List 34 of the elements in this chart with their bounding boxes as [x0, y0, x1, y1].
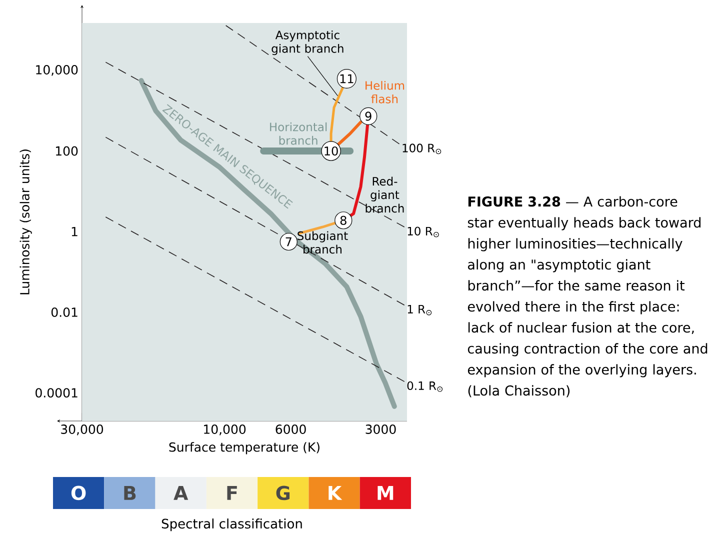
series-label: Horizontal branch: [270, 122, 327, 145]
annotation: 10: [324, 146, 338, 156]
y-tick-label: 0.0001: [36, 388, 78, 398]
category-label: B: [124, 486, 136, 500]
y-tick-label: 1: [72, 227, 78, 236]
x-tick-label: 6000: [276, 424, 306, 434]
legend-label: Subgiant branch: [298, 231, 348, 254]
text: Spectral classification: [162, 518, 302, 532]
x-tick-label: 30,000: [61, 424, 104, 436]
x-axis-title: Surface temperature (K): [169, 442, 320, 454]
category-label: K: [328, 486, 342, 500]
category-label: G: [276, 486, 290, 500]
y-tick-label: 100: [56, 146, 78, 156]
series-label: Asymptotic giant branch: [272, 30, 344, 56]
annotation: 8: [340, 216, 346, 225]
category-label: F: [227, 486, 237, 500]
annotation: 7: [286, 237, 292, 246]
series-label: 0.1 R$_{⊙}$: [407, 381, 443, 392]
y-tick-label: 10,000: [36, 65, 78, 76]
series-label: Helium flash: [366, 80, 404, 104]
y-axis-title: Luminosity (solar units): [20, 150, 32, 294]
series-label: 100 R$_{⊙}$: [402, 144, 442, 154]
category-label: A: [174, 486, 188, 500]
annotation: 9: [365, 112, 372, 121]
category-label: O: [71, 486, 86, 500]
annotation: 11: [340, 74, 354, 84]
series-label: Red-giant branch: [366, 176, 404, 213]
x-tick-label: 10,000: [204, 424, 246, 436]
x-tick-label: 3000: [366, 424, 396, 434]
series-label: 1 R$_{⊙}$: [408, 304, 432, 316]
series-label: 10 R$_{⊙}$: [408, 226, 439, 238]
text: FIGURE 3.28 — A carbon-core star eventually heads back toward higher luminosities—technically along an "asymptotic giant branch”—for the same reason it evolved there in the first place: lack of nuclear fusion at the core, causing contraction of the core and expansion of the overlying layers. (Lola Chaisson): [468, 196, 708, 398]
category-label: M: [378, 486, 394, 500]
y-tick-label: 0.01: [51, 307, 78, 317]
